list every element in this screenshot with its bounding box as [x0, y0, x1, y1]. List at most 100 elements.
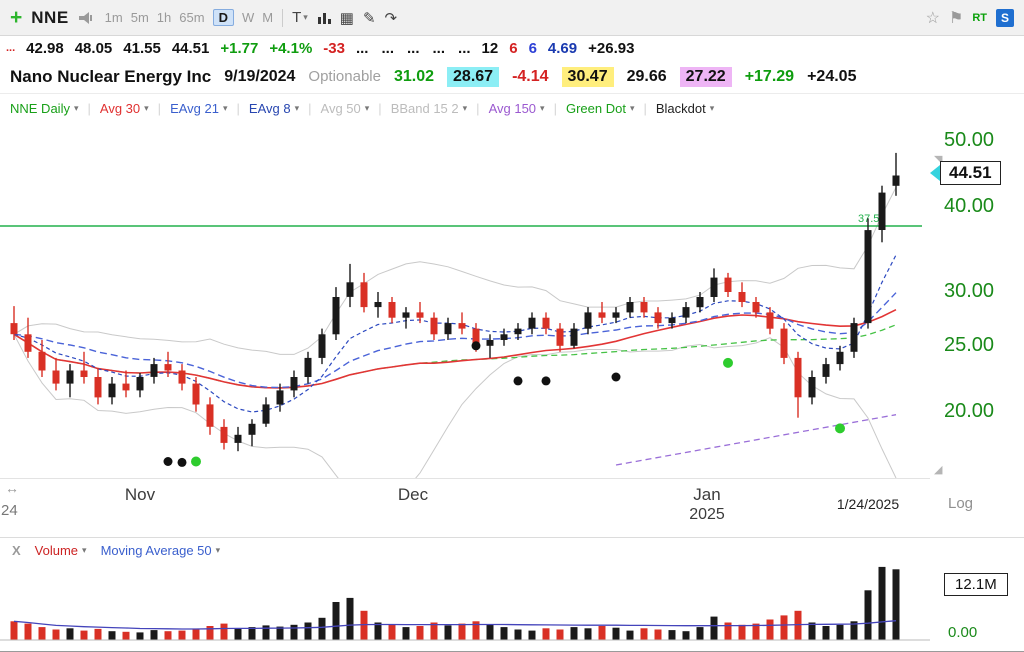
stat-negative: -33: [323, 39, 345, 57]
indicator-separator: |: [157, 101, 162, 116]
company-name: Nano Nuclear Energy Inc: [10, 66, 212, 86]
price-axis-label-50: 50.00: [944, 129, 995, 152]
volume-close-button[interactable]: X: [12, 542, 21, 558]
chevron-down-icon: ▾: [629, 103, 635, 113]
grid-icon[interactable]: ▦: [339, 9, 354, 27]
volume-ma-button[interactable]: Moving Average 50 ▾: [101, 543, 221, 558]
indicator-avg-50[interactable]: Avg 50 ▾: [321, 101, 370, 116]
log-scale-label[interactable]: Log: [948, 495, 974, 512]
price-axis[interactable]: ◥ ◢ 44.51 Log 50.00 40.00 30.00 25.00 20.00: [930, 123, 1024, 538]
indicator-separator: |: [236, 101, 240, 116]
volume-indicator-label: Volume: [34, 542, 79, 558]
indicator-label: EAvg 21: [170, 101, 219, 116]
time-axis[interactable]: ↔ 24 Nov Dec Jan 2025 1/24/2025: [0, 478, 930, 539]
stat-n3: 6: [528, 39, 537, 57]
volume-chart-area[interactable]: [0, 562, 930, 651]
indicator-separator: |: [87, 101, 91, 116]
volume-indicator-button[interactable]: Volume ▾: [35, 543, 87, 558]
chevron-down-icon: ▾: [294, 103, 300, 113]
volume-ma-label: Moving Average 50: [100, 542, 212, 558]
x-axis-label-nov: Nov: [124, 485, 156, 504]
symbol-ticker[interactable]: NNE: [31, 7, 69, 27]
placeholder-dots-4: ...: [458, 39, 471, 57]
flag-icon[interactable]: ⚑: [948, 9, 964, 27]
chevron-down-icon: ▾: [82, 544, 87, 555]
chevron-down-icon: ▾: [73, 103, 79, 113]
stat-low: 41.55: [123, 39, 161, 57]
chevron-down-icon: ▾: [462, 103, 468, 113]
optionable-label: Optionable: [308, 68, 381, 85]
stat-open: 42.98: [26, 39, 64, 57]
timeframe-M[interactable]: M: [262, 10, 274, 25]
price-chart-area[interactable]: 37.51: [0, 123, 930, 502]
alert-horn-icon[interactable]: [78, 11, 94, 24]
main-toolbar: + NNE 1m 5m 1h 65m D W M T ▾ ▦ ✎ ↷ ☆ ⚑ RT S: [0, 0, 1024, 36]
placeholder-dots-2: ...: [407, 39, 420, 57]
indicator-avg-30[interactable]: Avg 30 ▾: [100, 101, 149, 116]
stat-n5: +26.93: [588, 39, 635, 57]
s-badge[interactable]: S: [996, 8, 1014, 27]
toolbar-right-group: ☆ ⚑ RT S: [926, 8, 1014, 28]
stat-n1: 12: [481, 39, 499, 57]
add-symbol-icon[interactable]: +: [10, 6, 23, 29]
price-axis-label-30: 30.00: [944, 280, 995, 302]
text-tool-button[interactable]: T ▾: [292, 9, 308, 26]
chevron-down-icon: ▾: [222, 103, 228, 113]
reference-date: 9/19/2024: [224, 67, 296, 85]
price-chart-canvas[interactable]: 37.51: [0, 123, 930, 502]
chevron-down-icon: ▾: [144, 103, 149, 113]
axis-scroll-up-icon[interactable]: ◥: [934, 154, 943, 166]
volume-axis: 10.0M 12.1M 0.00: [930, 562, 1024, 651]
stat-change-pct: +4.1%: [269, 39, 313, 57]
chevron-down-icon: ▾: [364, 103, 370, 113]
indicator-separator: |: [643, 101, 647, 116]
stat-n2: 6: [509, 39, 518, 57]
chart-bars-icon[interactable]: [317, 11, 331, 25]
chevron-down-icon: ▾: [709, 103, 715, 113]
timeframe-D[interactable]: D: [212, 9, 234, 26]
indicator-separator: |: [308, 101, 312, 116]
timeframe-1m[interactable]: 1m: [104, 10, 123, 25]
x-axis-label-2025: 2025: [689, 506, 725, 523]
indicator-label: Avg 30: [99, 101, 141, 116]
timeframe-5m[interactable]: 5m: [130, 10, 149, 25]
realtime-badge: RT: [972, 11, 987, 24]
share-icon[interactable]: ↷: [384, 9, 398, 27]
timeframe-65m[interactable]: 65m: [179, 10, 205, 25]
value-violet-highlight: 27.22: [679, 66, 732, 87]
indicator-label: Blackdot: [655, 101, 706, 116]
last-price-value: 44.51: [940, 161, 1001, 186]
value-plain: 29.66: [626, 67, 667, 85]
axis-scroll-down-icon[interactable]: ◢: [934, 464, 943, 476]
chevron-down-icon: ▾: [215, 544, 221, 555]
bar-spacing-control[interactable]: ↔: [5, 480, 19, 496]
volume-chart-canvas[interactable]: [0, 562, 930, 651]
indicator-label: Avg 150: [488, 101, 537, 116]
last-price-tag: 44.51: [930, 161, 1001, 186]
stats-prefix-dots: ...: [6, 42, 16, 54]
indicator-eavg-8[interactable]: EAvg 8 ▾: [249, 101, 299, 116]
pencil-icon[interactable]: ✎: [362, 9, 376, 27]
value-green-2: +17.29: [744, 67, 795, 85]
indicator-bband-15-2[interactable]: BBand 15 2 ▾: [391, 101, 467, 116]
x-axis-label-dec: Dec: [397, 485, 429, 504]
value-cyan-highlight: 28.67: [447, 66, 500, 87]
indicator-avg-150[interactable]: Avg 150 ▾: [489, 101, 545, 116]
value-yellow-highlight: 30.47: [561, 66, 614, 87]
indicator-eavg-21[interactable]: EAvg 21 ▾: [170, 101, 227, 116]
star-icon[interactable]: ☆: [925, 9, 940, 27]
placeholder-dots-1: ...: [381, 39, 394, 57]
indicator-blackdot[interactable]: Blackdot ▾: [656, 101, 714, 116]
indicator-separator: |: [553, 101, 557, 116]
indicator-toggle-row: NNE Daily ▾ | Avg 30 ▾ | EAvg 21 ▾ | EAvg 8 ▾ | Avg …: [0, 94, 1024, 123]
chevron-down-icon: ▾: [540, 103, 545, 113]
indicator-green-dot[interactable]: Green Dot ▾: [566, 101, 635, 116]
timeframe-W[interactable]: W: [241, 10, 255, 25]
timeframe-1h[interactable]: 1h: [156, 10, 172, 25]
value-red: -4.14: [512, 67, 549, 85]
value-green: 31.02: [393, 67, 435, 85]
ohlc-stats-row: ... 42.98 48.05 41.55 44.51 +1.77 +4.1% …: [0, 36, 1024, 60]
text-tool-label: T: [292, 9, 302, 26]
indicator-nne-daily[interactable]: NNE Daily ▾: [10, 101, 79, 116]
